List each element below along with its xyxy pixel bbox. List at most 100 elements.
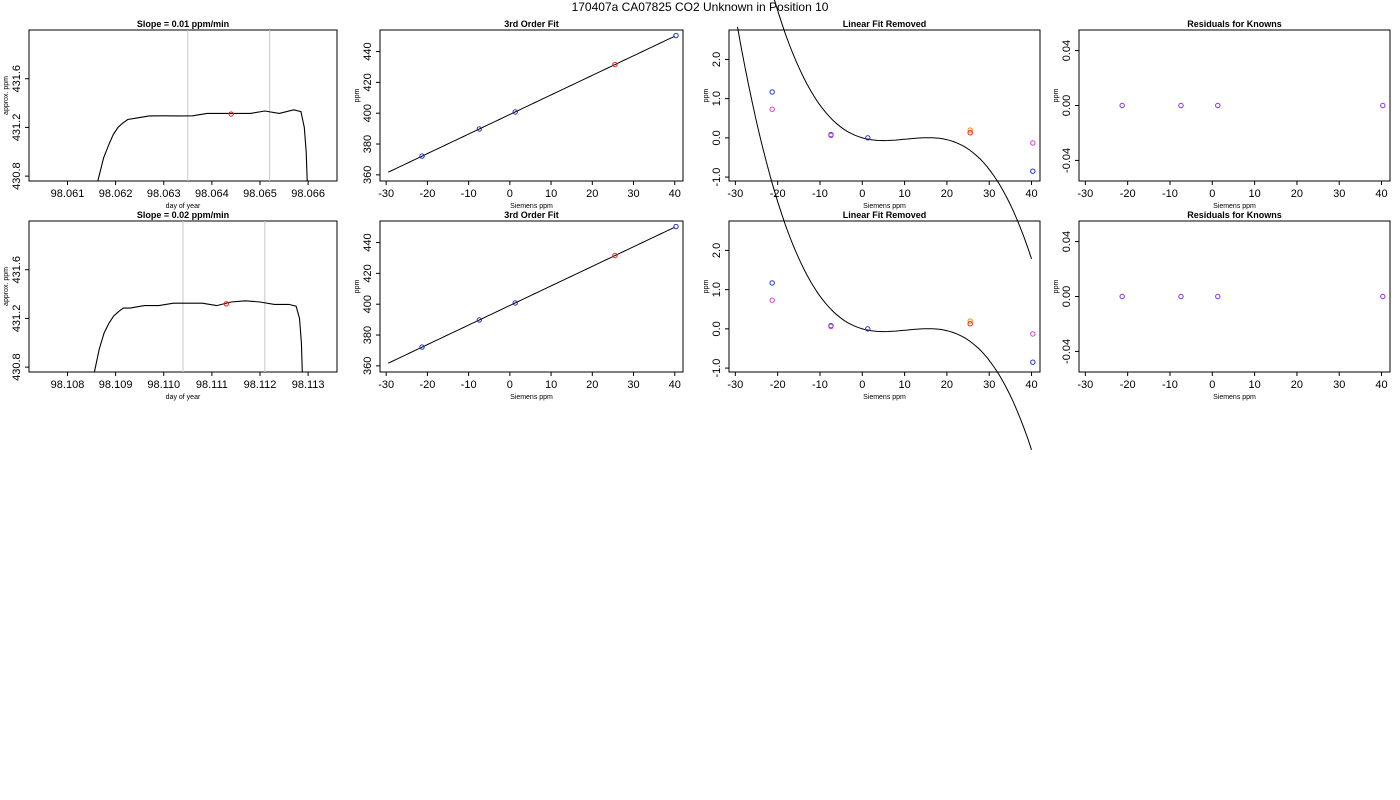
plot-frame (728, 29, 1041, 182)
x-tick-label: 98.110 (147, 379, 180, 391)
plot-frame (728, 220, 1041, 373)
x-tick-label: 98.066 (291, 188, 325, 200)
x-tick-label: -30 (1077, 379, 1093, 391)
y-tick-label: 380 (362, 326, 374, 344)
x-tick-label: 20 (1291, 379, 1303, 391)
x-tick-label: -30 (727, 188, 743, 200)
linear-data-point (828, 132, 834, 139)
residual-data-point (1380, 293, 1386, 300)
x-tick-label: -10 (812, 379, 828, 391)
y-tick-label: 0.00 (1061, 95, 1073, 116)
chart-panel: Residuals for Knowns -30 -20 -10 0 10 20 30 40 Si… (1053, 210, 1391, 401)
x-tick-label: -20 (1120, 188, 1136, 200)
y-axis-label: ppm (703, 280, 710, 294)
co2-trace-line (97, 109, 308, 182)
panel-title: Residuals for Knowns (1187, 19, 1282, 29)
x-tick-label: 98.112 (244, 379, 277, 391)
linear-data-point (769, 297, 775, 303)
fit-curve-line (773, 0, 1032, 259)
y-tick-label: 360 (362, 357, 374, 375)
panel-title: 3rd Order Fit (504, 19, 559, 29)
residual-data-point (1178, 293, 1184, 300)
y-tick-label: 360 (362, 166, 374, 184)
y-axis-label: approx. ppm (3, 267, 10, 306)
y-tick-label: 400 (362, 104, 374, 122)
chart-panel: Slope = 0.02 ppm/min 98.108 98.109 98.110 98… (3, 210, 338, 401)
x-tick-label: 20 (586, 188, 598, 200)
y-tick-label: 430.8 (11, 353, 23, 381)
y-tick-label: 0.04 (1061, 231, 1073, 252)
sample-marker-point (223, 301, 230, 307)
x-tick-label: -30 (727, 379, 743, 391)
y-axis-label: ppm (354, 89, 361, 103)
residual-data-point (1119, 293, 1125, 300)
unknown-data-point (967, 321, 973, 327)
panel-title: Linear Fit Removed (843, 210, 927, 220)
x-tick-label: -30 (378, 379, 394, 391)
y-tick-label: 440 (362, 233, 374, 251)
known-data-point (769, 280, 775, 286)
fit-curve-line (387, 226, 676, 364)
known-data-point (769, 89, 775, 95)
x-tick-label: 98.108 (51, 379, 85, 391)
y-tick-label: -0.04 (1061, 148, 1073, 173)
chart-panel: Linear Fit Removed -30 -20 -10 0 10 20 30 40 Siem… (703, 26, 1041, 450)
known-data-point (419, 344, 425, 350)
x-axis-label: Siemens ppm (1213, 203, 1256, 210)
y-axis-label: approx. ppm (3, 76, 10, 115)
y-tick-label: 400 (362, 295, 374, 313)
unknown-data-point (612, 61, 618, 68)
y-tick-label: 1.0 (711, 282, 723, 297)
y-tick-label: 0.0 (711, 130, 723, 145)
y-axis-label: ppm (1053, 280, 1060, 294)
x-tick-label: 98.062 (99, 188, 133, 200)
x-tick-label: 40 (1375, 379, 1387, 391)
known-data-point (476, 317, 483, 323)
known-data-point (419, 153, 425, 159)
panel-title: Slope = 0.02 ppm/min (137, 210, 229, 220)
chart-panel: Residuals for Knowns -30 -20 -10 0 10 20 30 40 Si… (1053, 19, 1391, 210)
linear-data-point (1030, 331, 1036, 337)
x-tick-label: -30 (378, 188, 394, 200)
x-tick-label: 20 (941, 379, 953, 391)
known-data-point (512, 109, 518, 115)
plot-frame (28, 29, 338, 182)
unknown-data-point (967, 127, 973, 133)
linear-data-point (1030, 140, 1036, 146)
unknown-data-point (967, 130, 973, 136)
x-tick-label: 98.061 (51, 188, 85, 200)
x-tick-label: -20 (419, 188, 435, 200)
x-axis-label: Siemens ppm (863, 203, 906, 210)
chart-panel: Linear Fit Removed -30 -20 -10 0 10 20 30 40 Siem… (703, 0, 1041, 259)
panel-title: Residuals for Knowns (1187, 210, 1282, 220)
residual-data-point (1215, 293, 1221, 300)
y-tick-label: 1.0 (711, 91, 723, 106)
x-tick-label: 30 (627, 379, 639, 391)
x-tick-label: 30 (983, 379, 995, 391)
fit-curve-line (737, 26, 1032, 450)
x-tick-label: 20 (1291, 188, 1303, 200)
known-data-point (865, 135, 871, 141)
y-tick-label: -1.0 (711, 168, 723, 187)
fit-curve-line (387, 35, 676, 173)
panel-title: Linear Fit Removed (843, 19, 927, 29)
x-tick-label: 98.113 (292, 379, 325, 391)
x-axis-label: Siemens ppm (510, 203, 553, 210)
known-data-point (673, 32, 679, 39)
x-tick-label: 10 (1248, 379, 1260, 391)
x-tick-label: 30 (1333, 379, 1345, 391)
y-tick-label: 431.6 (11, 65, 23, 93)
x-tick-label: 98.109 (99, 379, 133, 391)
x-tick-label: -10 (1162, 379, 1178, 391)
known-data-point (673, 223, 679, 230)
plot-frame (379, 220, 684, 373)
x-tick-label: 98.063 (147, 188, 181, 200)
linear-data-point (828, 323, 834, 330)
x-axis-label: Siemens ppm (863, 394, 906, 401)
x-tick-label: 30 (627, 188, 639, 200)
y-tick-label: 2.0 (711, 52, 723, 67)
y-tick-label: 430.8 (11, 162, 23, 190)
x-tick-label: 30 (1333, 188, 1345, 200)
x-tick-label: 30 (983, 188, 995, 200)
